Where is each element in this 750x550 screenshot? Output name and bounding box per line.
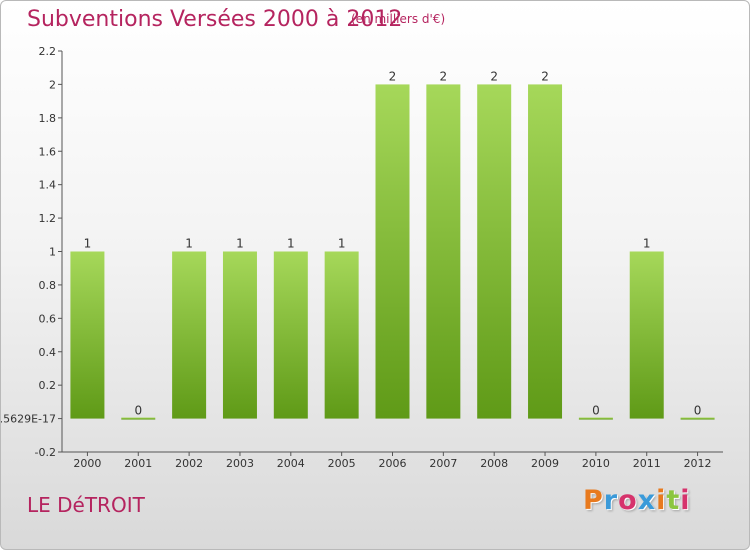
bar-2000: [70, 251, 105, 419]
proxiti-logo[interactable]: Proxiti: [583, 485, 691, 516]
y-axis: -0.2 -1.5629E-17 0.2 0.4 0.6 0.8 1 1.2 1.4 1.6 1.8…: [1, 45, 63, 459]
data-label: 0: [694, 404, 702, 418]
bar-2003: [222, 251, 257, 419]
bar-2012: [680, 417, 715, 420]
bar-2009: [528, 84, 563, 419]
data-label: 1: [643, 237, 651, 251]
y-tick-label: 0.2: [39, 379, 57, 392]
data-label: 0: [134, 404, 142, 418]
data-label: 1: [338, 237, 346, 251]
commune-name: LE DéTROIT: [27, 493, 145, 517]
x-tick-label: 2001: [124, 457, 152, 470]
y-tick-label: 1.6: [39, 145, 57, 158]
data-label: 2: [490, 69, 498, 83]
x-tick-label: 2010: [582, 457, 610, 470]
x-tick-label: 2006: [379, 457, 407, 470]
x-tick-label: 2002: [175, 457, 203, 470]
logo-letter: i: [680, 485, 691, 516]
x-tick-label: 2000: [73, 457, 101, 470]
bar-2011: [629, 251, 664, 419]
x-tick-label: 2012: [684, 457, 712, 470]
bar-2007: [426, 84, 461, 419]
logo-letter: i: [656, 485, 667, 516]
bar-2004: [273, 251, 308, 419]
y-tick-label: -0.2: [35, 446, 56, 459]
logo-letter: r: [603, 485, 619, 516]
x-tick-label: 2004: [277, 457, 305, 470]
y-tick-label: 1.8: [39, 112, 57, 125]
y-tick-label: 0.8: [39, 279, 57, 292]
x-tick-label: 2005: [328, 457, 356, 470]
data-label: 2: [389, 69, 397, 83]
x-axis: 2000 2001 2002 2003 2004 2005 2006 2007 2008 2009…: [62, 451, 723, 470]
y-tick-label: -1.5629E-17: [1, 413, 56, 426]
data-label: 0: [592, 404, 600, 418]
chart-title: Subventions Versées 2000 à 2012: [27, 7, 403, 32]
x-tick-label: 2003: [226, 457, 254, 470]
logo-letter: o: [618, 485, 638, 516]
y-tick-label: 1: [49, 246, 56, 259]
y-tick-label: 2.2: [39, 45, 57, 58]
data-label: 1: [185, 237, 193, 251]
bar-2010: [578, 417, 613, 420]
y-tick-label: 1.2: [39, 212, 57, 225]
logo-letter: P: [583, 485, 604, 516]
data-label: 2: [440, 69, 448, 83]
y-tick-label: 0.4: [39, 346, 57, 359]
bar-2002: [172, 251, 207, 419]
data-label: 1: [84, 237, 92, 251]
data-label: 2: [541, 69, 549, 83]
bars: [70, 84, 715, 420]
x-tick-label: 2007: [429, 457, 457, 470]
logo-letter: x: [637, 485, 657, 516]
bar-2008: [477, 84, 512, 419]
y-tick-label: 1.4: [39, 179, 57, 192]
data-label: 1: [287, 237, 295, 251]
data-labels: 1 0 1 1 1 1 2 2 2 2 0 1 0: [84, 69, 702, 417]
bar-2006: [375, 84, 410, 419]
x-tick-label: 2008: [480, 457, 508, 470]
logo-letter: t: [666, 485, 681, 516]
data-label: 1: [236, 237, 244, 251]
x-tick-label: 2009: [531, 457, 559, 470]
y-tick-label: 2: [49, 78, 56, 91]
chart-unit-label: (en milliers d'€): [351, 12, 446, 26]
x-tick-label: 2011: [633, 457, 661, 470]
bar-2001: [121, 417, 156, 420]
bar-2005: [324, 251, 359, 419]
y-tick-label: 0.6: [39, 312, 57, 325]
